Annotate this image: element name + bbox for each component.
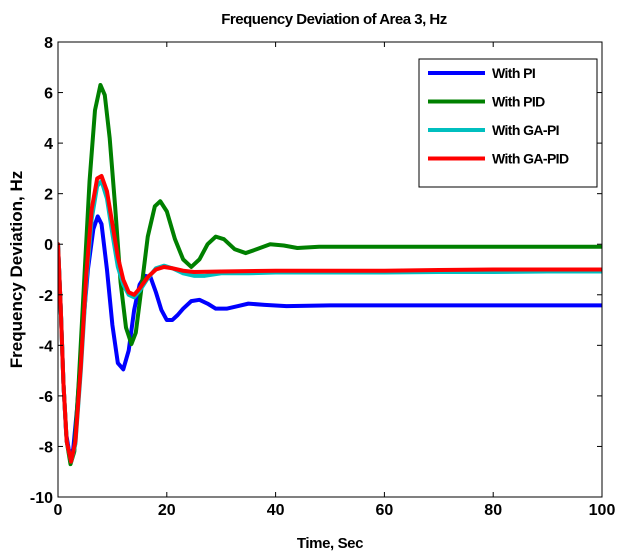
legend-label-2: With PID	[492, 94, 545, 110]
x-tick-label: 0	[54, 502, 63, 519]
y-tick-label: 2	[44, 187, 53, 204]
y-tick-label: -8	[39, 439, 53, 456]
legend-label-4: With GA-PID	[492, 151, 569, 167]
x-tick-label: 60	[376, 502, 394, 519]
x-axis-label: Time, Sec	[297, 535, 363, 552]
series-line-4	[58, 173, 602, 464]
plot-frame	[57, 41, 603, 498]
legend-box	[418, 58, 598, 188]
ticks-layer	[57, 41, 603, 498]
y-tick-label: -6	[39, 389, 53, 406]
legend: With PI With PID With GA-PI With GA-PID	[418, 58, 598, 188]
y-tick-label: 6	[44, 86, 53, 103]
y-tick-label: -10	[30, 490, 53, 507]
legend-label-1: With PI	[492, 65, 535, 81]
x-tick-label: 100	[589, 502, 616, 519]
y-tick-label: -2	[39, 288, 53, 305]
y-axis-label: Frequency Deviation, Hz	[7, 171, 26, 368]
x-tick-label: 20	[158, 502, 176, 519]
y-tick-label: 8	[44, 35, 53, 52]
y-tick-label: 4	[44, 136, 53, 153]
chart-title: Frequency Deviation of Area 3, Hz	[221, 11, 447, 28]
legend-items: With PI With PID With GA-PI With GA-PID	[428, 65, 570, 167]
tick-labels-layer: 0 20 40 60 80 100 -10 -8 -6 -4 -2 0 2 4 6 8	[30, 35, 616, 519]
x-tick-label: 80	[484, 502, 502, 519]
series-layer	[58, 82, 602, 467]
x-tick-label: 40	[267, 502, 285, 519]
y-tick-label: -4	[39, 338, 53, 355]
legend-label-3: With GA-PI	[492, 122, 559, 138]
y-tick-label: 0	[44, 237, 53, 254]
